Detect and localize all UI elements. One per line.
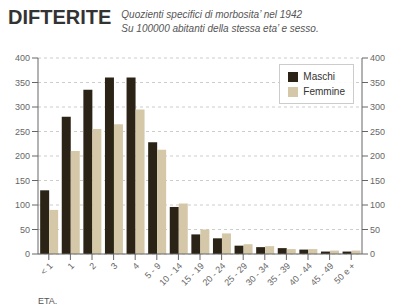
svg-text:35 - 39: 35 - 39 xyxy=(265,261,292,288)
svg-text:250: 250 xyxy=(15,127,30,137)
svg-text:40 - 44: 40 - 44 xyxy=(287,261,314,288)
svg-text:150: 150 xyxy=(15,176,30,186)
svg-text:15 - 19: 15 - 19 xyxy=(179,261,206,288)
svg-text:1: 1 xyxy=(66,261,77,272)
svg-text:200: 200 xyxy=(15,151,30,161)
svg-text:4: 4 xyxy=(131,261,142,272)
svg-text:250: 250 xyxy=(370,127,385,137)
svg-text:300: 300 xyxy=(15,102,30,112)
svg-text:100: 100 xyxy=(370,200,385,210)
html-text:DIFTERITE: DIFTERITE xyxy=(8,6,112,28)
svg-text:5 - 9: 5 - 9 xyxy=(142,260,163,281)
svg-text:100: 100 xyxy=(15,200,30,210)
svg-text:0: 0 xyxy=(25,249,30,259)
svg-text:< 1: < 1 xyxy=(39,261,55,277)
svg-text:50 e +: 50 e + xyxy=(332,261,357,286)
svg-text:20 - 24: 20 - 24 xyxy=(201,261,228,288)
svg-text:50: 50 xyxy=(20,225,30,235)
svg-text:3: 3 xyxy=(109,261,120,272)
svg-text:25 - 29: 25 - 29 xyxy=(222,261,249,288)
svg-text:ETA.: ETA. xyxy=(38,296,57,306)
svg-text:0: 0 xyxy=(370,249,375,259)
svg-text:50: 50 xyxy=(370,225,380,235)
html-text:Maschi: Maschi xyxy=(303,71,335,82)
svg-text:400: 400 xyxy=(370,53,385,63)
svg-text:45 - 49: 45 - 49 xyxy=(309,261,336,288)
html-text:Su 100000 abitanti della stess: Su 100000 abitanti della stessa eta’ e s… xyxy=(121,23,319,34)
svg-text:300: 300 xyxy=(370,102,385,112)
svg-text:350: 350 xyxy=(15,78,30,88)
html-text:Femmine: Femmine xyxy=(303,86,345,97)
svg-text:150: 150 xyxy=(370,176,385,186)
html-text:Quozienti specifici di morbosi: Quozienti specifici di morbosita’ nel 19… xyxy=(121,9,302,20)
svg-text:2: 2 xyxy=(87,261,98,272)
svg-text:10 - 14: 10 - 14 xyxy=(157,261,184,288)
svg-text:30 - 34: 30 - 34 xyxy=(244,261,271,288)
svg-text:200: 200 xyxy=(370,151,385,161)
svg-text:350: 350 xyxy=(370,78,385,88)
svg-text:400: 400 xyxy=(15,53,30,63)
